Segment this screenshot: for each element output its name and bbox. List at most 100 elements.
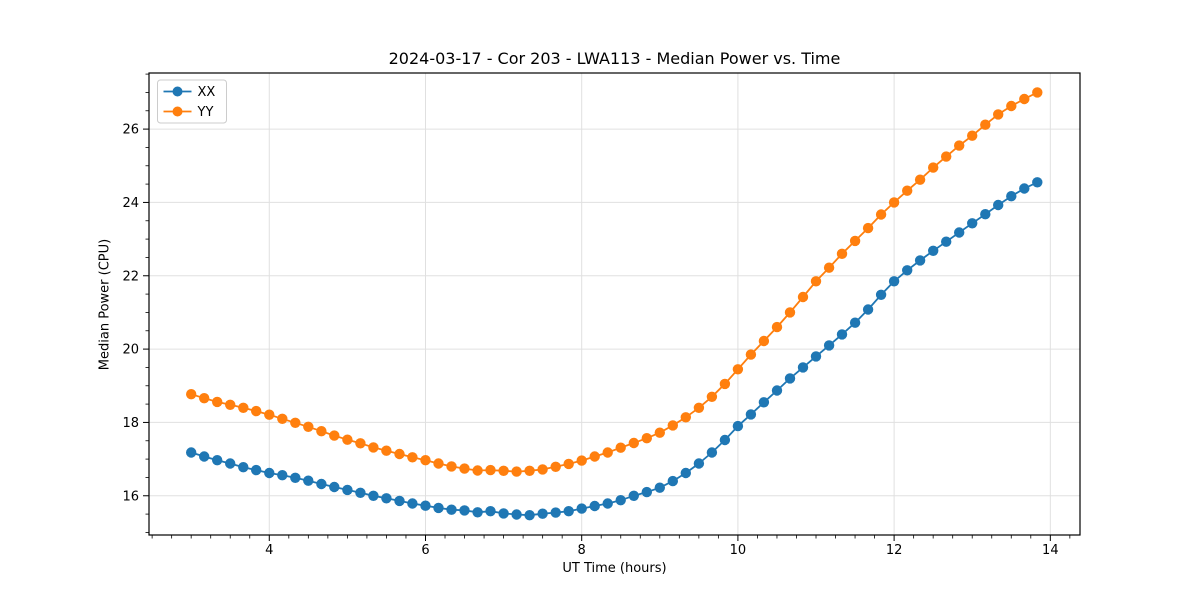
series-xx-marker (1032, 177, 1043, 188)
x-tick-label: 10 (730, 543, 747, 558)
series-xx-marker (615, 495, 626, 506)
series-yy-marker (563, 458, 574, 470)
series-yy-marker (836, 248, 848, 259)
series-xx-marker (498, 508, 509, 519)
series-xx-marker (576, 503, 587, 514)
series-xx-marker (394, 495, 405, 507)
series-xx-marker (954, 227, 965, 238)
series-xx-marker (862, 304, 874, 315)
series-yy-marker (407, 452, 418, 463)
series-yy-marker (381, 445, 392, 456)
series-xx-marker (251, 464, 262, 476)
series-yy-marker (394, 448, 405, 460)
series-xx-marker (303, 475, 314, 486)
series-xx-marker (238, 462, 249, 473)
series-xx-marker (550, 507, 561, 518)
series-xx (186, 177, 1043, 521)
series-yy-marker (511, 466, 522, 477)
series-xx-marker (693, 458, 705, 469)
x-tick-label: 8 (578, 543, 586, 558)
series-xx-marker (563, 506, 574, 517)
legend-label-yy: YY (197, 105, 214, 120)
series-xx-marker (485, 506, 496, 517)
series-xx-marker (771, 385, 783, 396)
x-tick-label: 4 (265, 543, 273, 558)
series-yy-line (190, 91, 1038, 473)
series-yy-marker (186, 389, 197, 400)
plot-border (148, 72, 1081, 536)
series-yy-marker (862, 222, 874, 234)
series-xx-marker (316, 478, 327, 490)
series-xx-marker (589, 500, 600, 512)
series-yy-marker (849, 235, 861, 247)
series-xx-marker (602, 498, 613, 509)
series-yy-marker (875, 209, 887, 220)
y-axis-label: Median Power (CPU) (97, 238, 113, 371)
series-xx-marker (381, 493, 392, 504)
series-xx-marker (225, 458, 236, 469)
series-xx-marker (212, 455, 223, 466)
series-xx-marker (459, 505, 470, 516)
series-xx-marker (980, 209, 991, 220)
series-yy-marker (810, 276, 822, 287)
series-yy-marker (303, 421, 314, 432)
series-xx-marker (875, 289, 887, 300)
series-xx-marker (902, 265, 913, 276)
series-yy-marker (654, 427, 665, 438)
series-xx-marker (186, 447, 197, 458)
series-yy-marker (954, 140, 965, 151)
series-yy-marker (342, 434, 353, 445)
grid (149, 73, 1080, 535)
series-yy-marker (615, 442, 626, 453)
series-yy-marker (941, 151, 952, 162)
series-yy-marker (706, 391, 718, 402)
series-xx-marker (342, 484, 353, 496)
x-axis-label: UT Time (hours) (562, 561, 667, 576)
series-xx-marker (732, 420, 744, 432)
y-tick-label: 24 (122, 196, 139, 211)
y-tick-label: 26 (122, 123, 139, 138)
y-tick-label: 22 (122, 269, 139, 284)
series-xx-marker (706, 447, 718, 458)
series-xx-marker (641, 486, 652, 498)
series-yy-marker (784, 307, 796, 318)
series-yy-marker (316, 426, 327, 437)
y-tick-label: 20 (122, 343, 139, 358)
series-xx-marker (797, 362, 809, 373)
series-xx-marker (1019, 183, 1030, 194)
series-yy-marker (433, 458, 444, 469)
axis-ticks: 4 6 8 10 12 14 16 18 20 22 24 26 (122, 123, 1058, 558)
series-yy-marker (758, 335, 770, 347)
series-xx-marker (888, 276, 900, 287)
series-yy-marker (928, 162, 939, 173)
series-xx-marker (511, 509, 522, 520)
series-yy-marker (693, 402, 705, 413)
series-xx-marker (719, 434, 731, 446)
series-yy (186, 87, 1043, 477)
series-xx-marker (680, 467, 691, 479)
series-yy-marker (914, 174, 926, 185)
series-xx-marker (407, 498, 418, 509)
series-xx-marker (928, 245, 939, 256)
series-yy-marker (745, 349, 757, 360)
series-yy-marker (238, 402, 249, 413)
series-yy-marker (446, 461, 457, 472)
series-yy-marker (251, 405, 262, 417)
series-yy-marker (1032, 87, 1043, 98)
y-tick-label: 16 (122, 489, 139, 504)
series-yy-marker (212, 396, 223, 408)
series-xx-marker (433, 502, 444, 514)
series-yy-marker (823, 262, 835, 273)
series-yy-marker (902, 185, 913, 196)
series-yy-marker (472, 465, 483, 476)
series-yy-marker (719, 378, 731, 390)
series-xx-marker (993, 199, 1004, 211)
series-xx-marker (368, 490, 379, 501)
legend-box (157, 79, 227, 124)
series-yy-marker (589, 451, 600, 462)
series-yy-marker (888, 197, 900, 208)
series-yy-marker (368, 442, 379, 453)
series-xx-marker (810, 351, 822, 362)
series-yy-marker (732, 364, 744, 375)
series-xx-marker (758, 397, 770, 408)
